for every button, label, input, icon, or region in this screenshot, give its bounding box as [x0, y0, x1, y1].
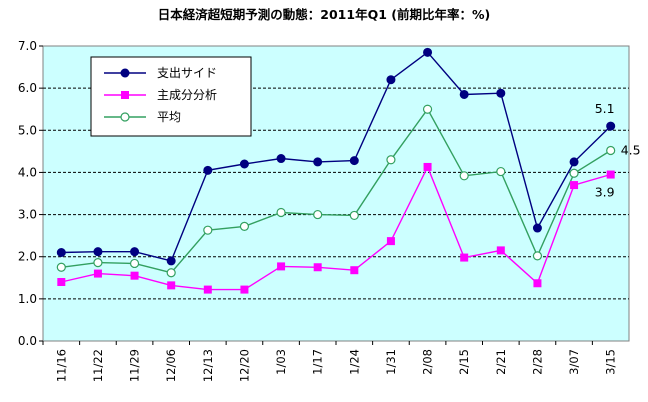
- data-point: [277, 262, 286, 271]
- y-tick-label: 0.0: [18, 334, 37, 348]
- data-label: 4.5: [621, 143, 641, 158]
- data-point: [239, 159, 249, 169]
- data-point: [130, 247, 140, 257]
- data-point: [120, 112, 130, 122]
- x-tick-label: 3/15: [604, 349, 618, 375]
- data-point: [240, 285, 249, 294]
- x-tick-label: 11/29: [128, 349, 142, 382]
- x-tick-label: 1/03: [274, 349, 288, 375]
- x-tick-label: 1/31: [384, 349, 398, 375]
- axes: 0.0 1.0 2.0 3.0 4.0 5.0 6.0 7.0 11/16 11/22 11/29 1…: [18, 39, 618, 382]
- data-point: [203, 225, 213, 235]
- data-point: [93, 247, 103, 257]
- data-point: [313, 157, 323, 167]
- series-path: [61, 51, 612, 262]
- data-point: [56, 262, 66, 272]
- y-tick-label: 3.0: [18, 208, 37, 222]
- legend-label: 支出サイド: [157, 66, 217, 80]
- data-point: [276, 154, 286, 164]
- data-point: [496, 246, 505, 255]
- y-tick-label: 7.0: [18, 39, 37, 53]
- series: [56, 47, 616, 294]
- x-tick-label: 2/21: [494, 349, 508, 375]
- x-tick-label: 11/22: [91, 349, 105, 382]
- data-point: [349, 156, 359, 166]
- legend-label: 平均: [157, 110, 181, 124]
- data-point: [386, 155, 396, 165]
- data-point: [130, 271, 139, 280]
- data-point: [569, 168, 579, 178]
- data-point: [93, 258, 103, 268]
- data-point: [459, 171, 469, 181]
- series-line: [56, 104, 616, 278]
- data-point: [56, 248, 66, 257]
- data-point: [496, 88, 506, 98]
- data-point: [423, 47, 433, 57]
- y-tick-label: 2.0: [18, 250, 37, 264]
- x-tick-label: 11/16: [54, 349, 68, 382]
- legend-entry: 主成分分析: [104, 88, 217, 102]
- x-tick-label: 2/28: [530, 349, 544, 375]
- data-labels: 5.1 4.5 3.9: [595, 101, 641, 199]
- data-point: [606, 170, 615, 179]
- data-point: [496, 166, 506, 177]
- data-point: [120, 68, 130, 78]
- data-point: [569, 157, 579, 167]
- data-point: [203, 285, 212, 294]
- data-point: [460, 253, 469, 262]
- data-point: [350, 266, 359, 275]
- y-tick-label: 1.0: [18, 292, 37, 306]
- legend-box: [90, 56, 252, 137]
- chart-title: 日本経済超短期予測の動態：2011年Q1 (前期比年率：%): [157, 7, 491, 22]
- data-point: [570, 181, 579, 190]
- data-point: [459, 89, 469, 99]
- data-point: [386, 75, 396, 85]
- legend-entry: 平均: [104, 110, 181, 124]
- data-point: [606, 121, 616, 131]
- data-point: [532, 223, 542, 233]
- data-point: [423, 162, 432, 171]
- series-path: [61, 165, 611, 291]
- y-tick-label: 4.0: [18, 165, 37, 179]
- data-point: [57, 278, 66, 286]
- data-point: [313, 263, 322, 272]
- data-point: [166, 268, 176, 278]
- data-point: [276, 207, 286, 218]
- legend-label: 主成分分析: [157, 88, 217, 102]
- legend-entry: 支出サイド: [104, 66, 217, 80]
- x-tick-label: 12/06: [164, 349, 178, 382]
- data-point: [167, 281, 176, 290]
- data-point: [239, 221, 250, 231]
- x-tick-label: 12/13: [201, 349, 215, 382]
- data-point: [93, 269, 102, 278]
- data-point: [386, 237, 395, 246]
- data-point: [121, 91, 129, 99]
- y-tick-label: 5.0: [18, 123, 37, 137]
- data-point: [349, 210, 359, 221]
- data-point: [606, 145, 616, 156]
- data-label: 3.9: [595, 185, 615, 200]
- x-tick-label: 2/08: [421, 349, 435, 375]
- x-tick-label: 2/15: [457, 349, 471, 375]
- x-tick-label: 3/07: [567, 349, 581, 375]
- x-tick-label: 1/17: [311, 349, 325, 375]
- y-tick-label: 6.0: [18, 81, 37, 95]
- data-point: [203, 165, 213, 175]
- data-point: [533, 279, 542, 288]
- x-tick-label: 12/20: [237, 349, 251, 382]
- data-label: 5.1: [595, 101, 615, 116]
- x-tick-label: 1/24: [347, 349, 361, 375]
- series-line: [57, 162, 615, 294]
- data-point: [129, 258, 140, 269]
- data-point: [532, 251, 543, 261]
- series-path: [61, 107, 612, 274]
- data-point: [313, 209, 323, 220]
- data-point: [422, 104, 433, 114]
- series-line: [56, 47, 616, 266]
- data-point: [166, 256, 176, 266]
